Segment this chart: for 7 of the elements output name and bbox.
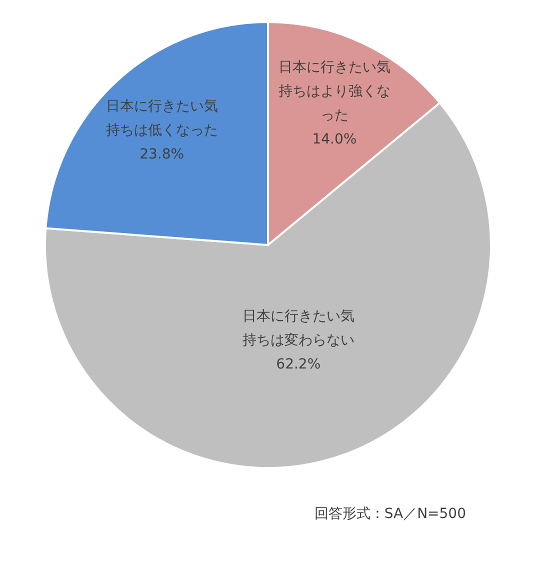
slice-label: 日本に行きたい気持ちはより強くなった bbox=[278, 60, 390, 124]
data-label: 62.2% bbox=[276, 356, 321, 372]
slice-label: 日本に行きたい気持ちは低くなった bbox=[106, 98, 218, 138]
data-label: 14.0% bbox=[312, 132, 357, 148]
data-label: 23.8% bbox=[140, 146, 184, 162]
slice-label: 日本に行きたい気持ちは変わらない bbox=[242, 308, 354, 348]
text: 回答形式：SA／N=500 bbox=[314, 506, 466, 522]
